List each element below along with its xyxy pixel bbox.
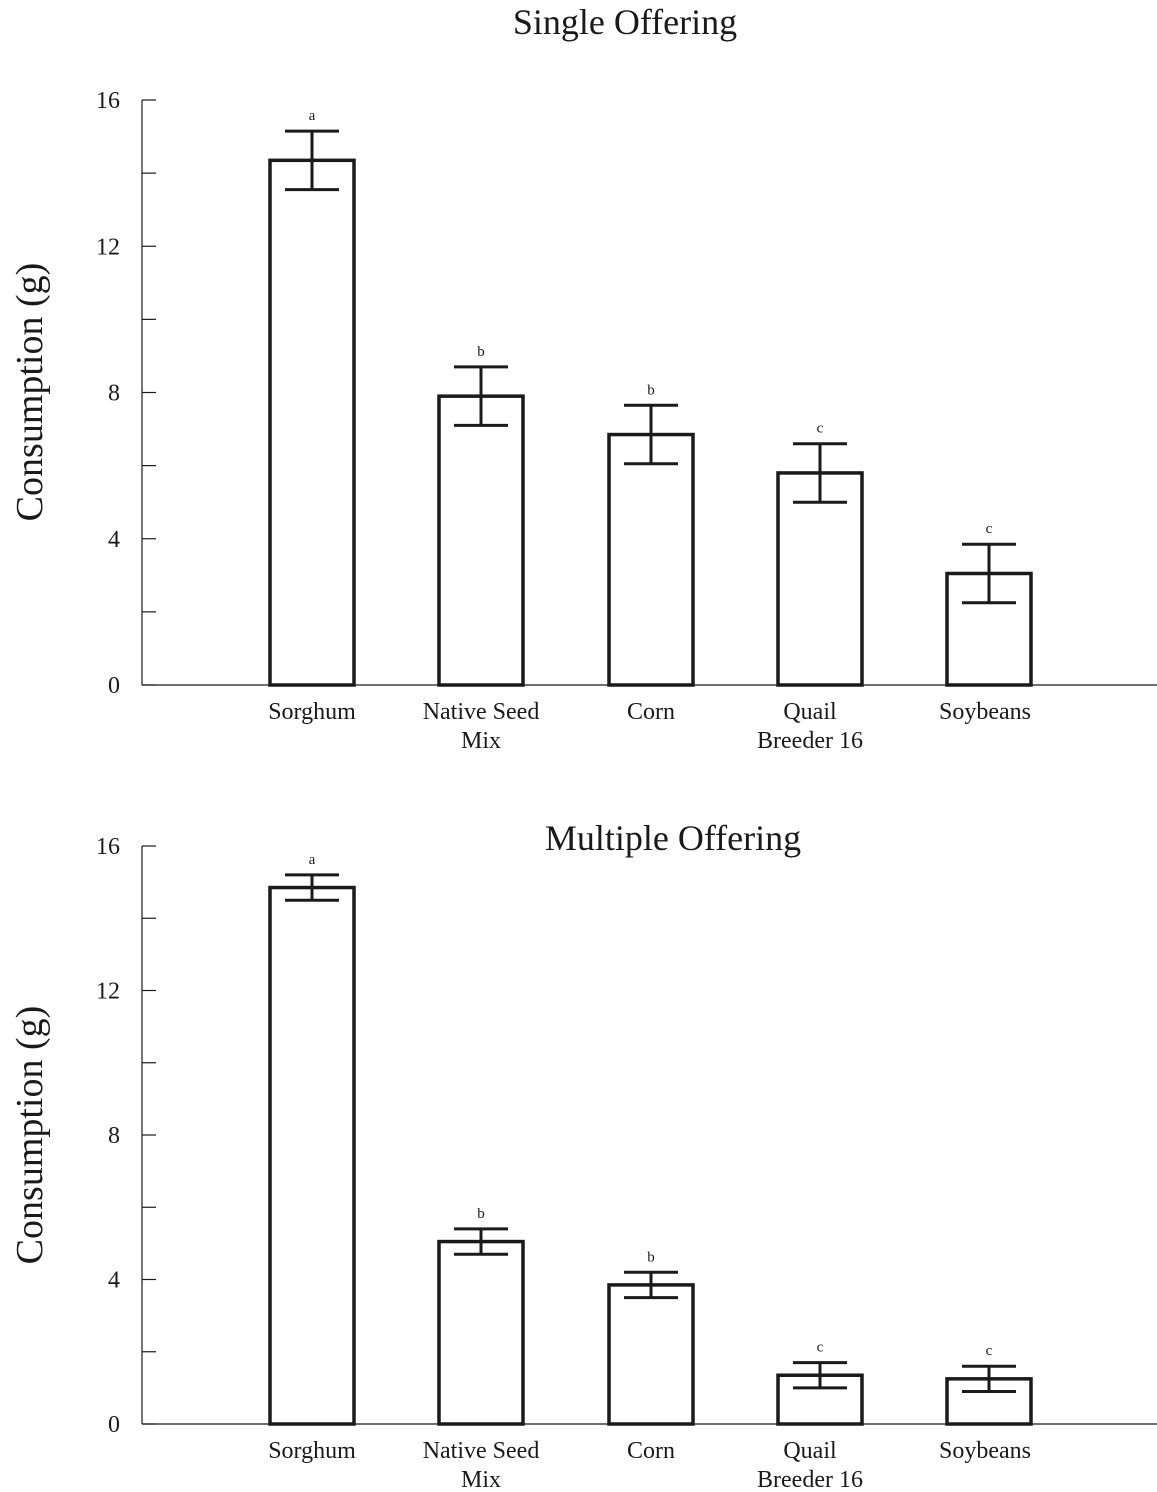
multiple-offering-panel: Multiple Offering Consumption (g) 0 4 8 12 16 a… <box>9 818 1157 1492</box>
chart-1-bar <box>607 1283 695 1426</box>
chart-0-y-tick-label: 0 <box>108 673 120 699</box>
chart-1-y-tick-label: 4 <box>108 1268 120 1294</box>
chart-1-category-label-line: Sorghum <box>268 1438 356 1464</box>
chart-1-significance-letter: b <box>647 1249 655 1265</box>
chart-1-bar <box>268 885 356 1426</box>
chart-0-significance-letter: b <box>647 382 655 398</box>
chart-0-significance-letter: c <box>986 521 993 537</box>
chart-1-category-label: Sorghum <box>268 1438 356 1464</box>
chart-0-category-label-line: Mix <box>461 728 501 754</box>
chart-0-category-label-line: Breeder 16 <box>757 728 863 754</box>
chart-0-significance-letter: b <box>477 344 485 360</box>
chart-1-significance-letter: c <box>986 1343 993 1359</box>
chart-1-significance-letter: b <box>477 1206 485 1222</box>
chart-0-y-tick-label: 12 <box>96 234 120 260</box>
chart-1-significance-letter: c <box>817 1340 824 1356</box>
chart-0-category-label-line: Corn <box>627 699 675 725</box>
chart-1-y-tick-label: 8 <box>108 1123 120 1149</box>
chart-0-category-label: Native Seed Mix <box>423 699 540 754</box>
chart-0-y-tick-label: 4 <box>108 527 120 553</box>
chart-0-y-tick-label: 8 <box>108 381 120 407</box>
chart-1-y-tick-label: 12 <box>96 979 120 1005</box>
chart-1-category-label-line: Mix <box>461 1467 501 1492</box>
chart-0-category-label: Sorghum <box>268 699 356 725</box>
chart-1-category-label-line: Native Seed <box>423 1438 540 1464</box>
chart-0-category-label-line: Quail <box>783 699 837 725</box>
chart-1-category-label-line: Breeder 16 <box>757 1467 863 1492</box>
chart-1-category-label-line: Quail <box>783 1438 837 1464</box>
chart-1-y-tick-label: 16 <box>96 834 120 860</box>
chart-1-y-tick-label: 0 <box>108 1412 120 1438</box>
chart-1-category-label: Native Seed Mix <box>423 1438 540 1492</box>
chart-0-category-label-line: Soybeans <box>939 699 1031 725</box>
chart-0-bar <box>607 432 695 687</box>
chart-1-category-label: Soybeans <box>939 1438 1031 1464</box>
chart-1-title: Multiple Offering <box>545 818 801 858</box>
chart-0-bar <box>268 158 356 687</box>
chart-0-bar <box>776 471 864 687</box>
chart-0-y-axis-label: Consumption (g) <box>9 263 51 522</box>
single-offering-panel: Single Offering Consumption (g) 0 4 8 12 16 a So… <box>9 2 1157 754</box>
chart-0-title: Single Offering <box>513 2 737 42</box>
chart-0-y-tick-label: 16 <box>96 88 120 114</box>
chart-0-category-label: Soybeans <box>939 699 1031 725</box>
chart-1-significance-letter: a <box>309 852 316 868</box>
chart-0-category-label-line: Sorghum <box>268 699 356 725</box>
chart-0-significance-letter: c <box>817 421 824 437</box>
chart-0-category-label: Quail Breeder 16 <box>757 699 863 754</box>
chart-1-y-axis-label: Consumption (g) <box>9 1006 51 1265</box>
chart-0-bar <box>437 394 525 687</box>
chart-1-category-label: Quail Breeder 16 <box>757 1438 863 1492</box>
chart-0-category-label-line: Native Seed <box>423 699 540 725</box>
chart-0-category-label: Corn <box>627 699 675 725</box>
chart-1-category-label-line: Corn <box>627 1438 675 1464</box>
chart-1-category-label-line: Soybeans <box>939 1438 1031 1464</box>
chart-0-significance-letter: a <box>309 108 316 124</box>
chart-1-bar <box>437 1239 525 1426</box>
chart-1-category-label: Corn <box>627 1438 675 1464</box>
